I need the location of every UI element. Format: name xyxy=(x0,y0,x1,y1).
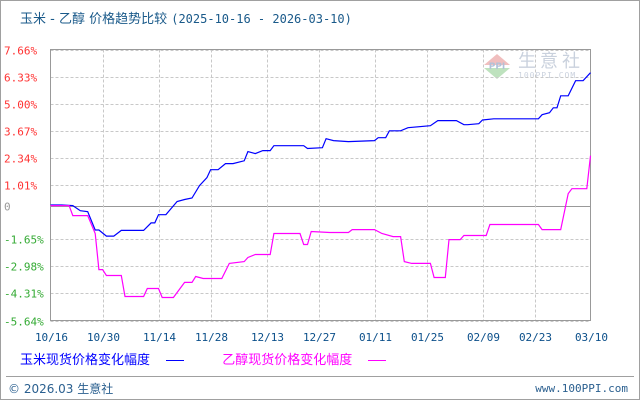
ppi-logo-icon: PPI xyxy=(484,54,510,79)
y-tick-label: -1.65% xyxy=(4,234,44,247)
x-tick-label: 03/10 xyxy=(575,331,608,344)
footer-divider xyxy=(6,376,634,377)
footer-site-link[interactable]: www.100PPI.com xyxy=(535,382,628,395)
y-tick-label: -2.98% xyxy=(4,261,44,274)
x-tick-label: 02/09 xyxy=(467,331,500,344)
x-tick-label: 11/14 xyxy=(143,331,176,344)
title-text: 玉米 - 乙醇 价格趋势比较 xyxy=(20,12,168,27)
x-tick-label: 02/23 xyxy=(519,331,552,344)
legend-item-ethanol: 乙醇现货价格变化幅度 xyxy=(222,353,392,368)
legend-label-ethanol: 乙醇现货价格变化幅度 xyxy=(222,353,353,368)
footer-copyright: © 2026.03 生意社 xyxy=(8,382,114,396)
series-line-corn xyxy=(50,72,591,237)
legend-line-ethanol xyxy=(368,360,387,361)
watermark-brand: 生意社 xyxy=(518,50,584,72)
x-tick-label: 10/16 xyxy=(35,331,68,344)
watermark-site: 100PPI.COM xyxy=(518,70,577,80)
x-tick-label: 11/28 xyxy=(195,331,228,344)
y-tick-label: 6.33% xyxy=(4,72,37,85)
y-tick-label: 5.00% xyxy=(4,99,37,112)
y-tick-label: 0 xyxy=(4,201,11,214)
y-tick-label: -5.64% xyxy=(4,316,44,329)
x-tick-label: 01/11 xyxy=(359,331,392,344)
series-line-ethanol xyxy=(50,155,592,299)
y-tick-label: 2.34% xyxy=(4,153,37,166)
y-tick-label: 3.67% xyxy=(4,126,37,139)
legend: 玉米现货价格变化幅度 乙醇现货价格变化幅度 xyxy=(20,349,398,368)
chart-title: 玉米 - 乙醇 价格趋势比较 (2025-10-16 - 2026-03-10) xyxy=(20,8,352,27)
date-range: (2025-10-16 - 2026-03-10) xyxy=(171,12,352,26)
svg-text:PPI: PPI xyxy=(489,62,506,72)
y-tick-label: -4.31% xyxy=(4,288,44,301)
legend-label-corn: 玉米现货价格变化幅度 xyxy=(20,353,151,368)
plot-border xyxy=(50,49,591,321)
y-tick-label: 1.01% xyxy=(4,180,37,193)
legend-line-corn xyxy=(166,360,185,361)
x-tick-label: 12/13 xyxy=(251,331,284,344)
watermark-logo: PPI 生意社 100PPI.COM xyxy=(482,52,584,80)
y-tick-label: 7.66% xyxy=(4,45,37,58)
x-tick-label: 10/30 xyxy=(87,331,120,344)
legend-item-corn: 玉米现货价格变化幅度 xyxy=(20,353,194,368)
x-tick-label: 12/27 xyxy=(303,331,336,344)
x-tick-label: 01/25 xyxy=(411,331,444,344)
